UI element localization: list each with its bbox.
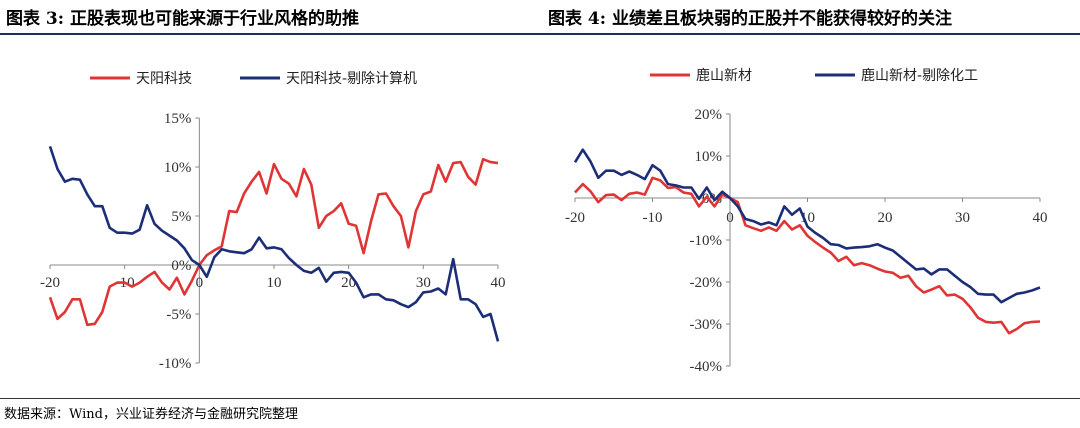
series-line: [48, 157, 499, 327]
legend-label: 天阳科技-剔除计算机: [286, 71, 417, 87]
y-tick-label: -10%: [690, 233, 723, 249]
legend-label: 鹿山新材-剔除化工: [861, 67, 978, 84]
x-tick-label: 30: [955, 210, 970, 226]
y-tick-label: -10%: [159, 356, 192, 372]
series-line: [48, 145, 500, 342]
header-rule: [0, 33, 1080, 35]
x-tick-label: 40: [491, 275, 506, 291]
y-tick-label: 5%: [171, 209, 191, 225]
right-line-chart: -40%-30%-20%-10%0%10%20%-20 -10 0 10 20 30 40鹿…: [565, 67, 1048, 375]
x-tick-label: -20: [40, 275, 60, 291]
y-tick-label: 15%: [164, 111, 192, 127]
y-tick-label: 10%: [695, 149, 723, 165]
x-tick-label: 30: [416, 275, 431, 291]
right-chart-title: 图表 4: 业绩差且板块弱的正股并不能获得较好的关注: [548, 9, 952, 29]
y-tick-label: -40%: [690, 359, 723, 375]
source-note: 数据来源：Wind，兴业证券经济与金融研究院整理: [4, 407, 298, 422]
x-tick-label: 40: [1033, 210, 1048, 226]
y-tick-label: 0%: [171, 258, 191, 274]
x-tick-label: 0: [196, 275, 204, 291]
x-tick-label: 20: [341, 275, 356, 291]
x-tick-label: 0: [726, 210, 734, 226]
y-tick-label: 20%: [695, 107, 723, 123]
y-tick-label: -20%: [690, 275, 723, 291]
x-tick-label: 10: [267, 275, 282, 291]
x-tick-label: -20: [565, 210, 585, 226]
y-tick-label: -5%: [166, 307, 191, 323]
legend-label: 天阳科技: [136, 71, 192, 87]
y-tick-label: 10%: [164, 160, 192, 176]
series-line: [573, 148, 1041, 304]
x-tick-label: 20: [878, 210, 893, 226]
x-tick-label: 10: [800, 210, 815, 226]
series-line: [574, 176, 1041, 335]
x-tick-label: -10: [643, 210, 663, 226]
y-tick-label: -30%: [690, 317, 723, 333]
left-chart-title: 图表 3: 正股表现也可能来源于行业风格的助推: [6, 9, 359, 29]
footer-rule: [0, 398, 1080, 399]
legend-label: 鹿山新材: [696, 67, 752, 84]
